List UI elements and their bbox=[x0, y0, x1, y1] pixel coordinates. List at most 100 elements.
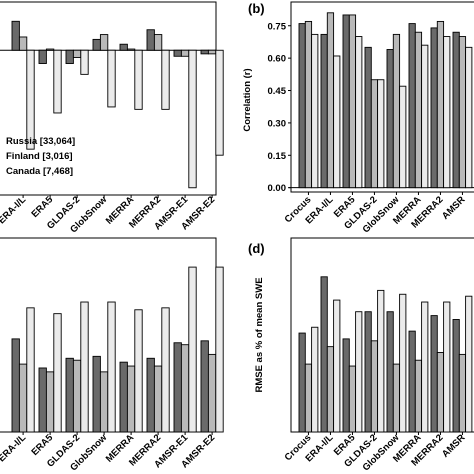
bar-canada-merra2 bbox=[443, 301, 451, 433]
panel-a-x-tick-labels: ERA-I/L ERA5GLDAS-2GlobSnowMERRAMERRA2AMS… bbox=[0, 194, 217, 235]
bar-finland-gldas-2 bbox=[370, 340, 379, 433]
bar-canada-era-i-l bbox=[333, 55, 341, 189]
legend-entry-finland: Finland [3,016] bbox=[6, 151, 73, 162]
y-tick-label-0-15: 0.15 bbox=[268, 151, 287, 162]
bar-finland-merra2 bbox=[436, 352, 445, 433]
bar-russia-gldas-2 bbox=[364, 46, 372, 189]
bar-finland-merra2 bbox=[153, 365, 163, 433]
bar-finland-amsr-e2 bbox=[207, 49, 217, 55]
bar-russia-era5 bbox=[342, 338, 350, 433]
bar-canada-amsr bbox=[465, 295, 473, 433]
bar-canada-merra bbox=[421, 44, 429, 189]
bar-finland-gldas-2 bbox=[72, 359, 82, 433]
panel-b-bars bbox=[289, 12, 474, 189]
bar-finland-amsr-e1 bbox=[180, 49, 190, 57]
bar-finland-era-i-l bbox=[326, 346, 335, 433]
bar-russia-amsr-e2 bbox=[200, 49, 209, 55]
bar-russia-gldas-2 bbox=[65, 49, 74, 64]
bar-finland-merra bbox=[414, 31, 423, 189]
bar-russia-era-i-l bbox=[11, 20, 20, 51]
legend-entry-russia: Russia [33,064] bbox=[6, 136, 75, 147]
bar-russia-merra bbox=[119, 43, 128, 51]
panel-c-rmse-chart: ERA-I/L ERA5GLDAS-2GlobSnowMERRAMERRA2AMS… bbox=[0, 237, 224, 473]
bar-finland-merra bbox=[126, 365, 136, 433]
bar-finland-globsnow bbox=[392, 363, 401, 433]
panel-c-x-tick-labels: ERA-I/L ERA5GLDAS-2GlobSnowMERRAMERRA2AMS… bbox=[0, 432, 217, 473]
bar-finland-amsr-e1 bbox=[180, 344, 190, 433]
x-tick-label-amsr: AMSR bbox=[440, 194, 468, 222]
bar-canada-amsr-e1 bbox=[188, 49, 197, 189]
panel-a-bias-chart: ERA-I/L ERA5GLDAS-2GlobSnowMERRAMERRA2AMS… bbox=[0, 1, 224, 235]
bar-finland-crocus bbox=[304, 20, 313, 189]
bar-russia-globsnow bbox=[386, 49, 394, 189]
panel-d-rmse-percent-chart: (d) RMSE as % of mean SWE CrocusERA-I/LE… bbox=[248, 237, 474, 473]
bar-finland-crocus bbox=[304, 363, 313, 433]
legend: Russia [33,064] Finland [3,016] Canada [… bbox=[6, 136, 75, 177]
y-tick-label-0-75: 0.75 bbox=[268, 21, 287, 32]
panel-d-bars bbox=[298, 276, 473, 433]
bar-canada-crocus bbox=[311, 326, 319, 433]
panel-b-correlation-chart: (b) Correlation (r) 0.00 0.15 0.30 0.45 0.60… bbox=[242, 1, 474, 235]
bar-canada-merra2 bbox=[161, 49, 170, 110]
bar-russia-gldas-2 bbox=[364, 311, 372, 433]
bar-canada-globsnow bbox=[107, 49, 116, 108]
bar-canada-gldas-2 bbox=[377, 79, 385, 189]
bar-finland-era5 bbox=[45, 371, 55, 433]
bar-finland-globsnow bbox=[99, 34, 109, 51]
bar-canada-merra2 bbox=[443, 36, 451, 189]
bar-finland-era-i-l bbox=[18, 36, 28, 51]
legend-entry-canada: Canada [7,468] bbox=[6, 166, 73, 177]
bar-finland-merra2 bbox=[153, 34, 163, 51]
bar-russia-globsnow bbox=[92, 355, 101, 433]
bar-finland-merra2 bbox=[436, 20, 445, 189]
bar-finland-era5 bbox=[45, 48, 55, 51]
bar-canada-amsr-e2 bbox=[215, 266, 224, 433]
bar-finland-amsr bbox=[458, 353, 467, 433]
bar-russia-globsnow bbox=[386, 311, 394, 433]
panel-b-label: (b) bbox=[248, 1, 265, 16]
bar-canada-merra bbox=[134, 49, 143, 110]
bar-finland-era5 bbox=[348, 14, 357, 189]
panel-d-y-axis-title: RMSE as % of mean SWE bbox=[254, 277, 265, 392]
panel-b-y-axis-title: Correlation (r) bbox=[242, 68, 253, 131]
bar-russia-era-i-l bbox=[320, 33, 328, 189]
bar-canada-era-i-l bbox=[26, 49, 35, 150]
bar-canada-era5 bbox=[355, 36, 363, 189]
bar-russia-amsr bbox=[452, 319, 460, 433]
bar-russia-merra2 bbox=[146, 29, 155, 51]
bar-canada-merra2 bbox=[161, 307, 170, 433]
bar-finland-amsr-e2 bbox=[207, 353, 217, 433]
panel-a-bars bbox=[0, 20, 224, 189]
x-tick-label-amsr: AMSR bbox=[440, 432, 468, 460]
bar-russia-era5 bbox=[38, 49, 47, 64]
y-tick-label-0-00: 0.00 bbox=[268, 183, 287, 194]
panel-c-bars bbox=[11, 266, 224, 433]
y-tick-label-0-45: 0.45 bbox=[268, 86, 287, 97]
bar-russia-merra bbox=[408, 330, 416, 433]
bar-russia-era-i-l bbox=[11, 338, 20, 433]
bar-russia-era5 bbox=[342, 14, 350, 189]
bar-finland-merra bbox=[414, 359, 423, 433]
bar-canada-era5 bbox=[53, 49, 62, 114]
bar-russia-amsr-e1 bbox=[173, 342, 182, 433]
bar-russia-merra2 bbox=[430, 315, 438, 433]
bar-russia-merra bbox=[408, 23, 416, 189]
bar-finland-globsnow bbox=[99, 371, 109, 433]
bar-canada-era-i-l bbox=[333, 299, 341, 433]
x-tick-label-era-i-l: ERA-I/L bbox=[0, 194, 28, 226]
bar-russia-merra2 bbox=[146, 357, 155, 433]
bar-finland-era-i-l bbox=[18, 363, 28, 433]
bar-finland-merra bbox=[126, 48, 136, 51]
bar-canada-globsnow bbox=[399, 293, 407, 433]
bar-finland-globsnow bbox=[392, 33, 401, 189]
bar-canada-era-i-l bbox=[26, 307, 35, 433]
bar-canada-merra bbox=[421, 301, 429, 433]
bar-russia-crocus bbox=[298, 332, 306, 433]
bar-canada-era5 bbox=[53, 313, 62, 433]
bar-finland-gldas-2 bbox=[72, 49, 82, 58]
bar-finland-amsr bbox=[458, 36, 467, 189]
bar-russia-merra bbox=[119, 361, 128, 433]
y-tick-label-0-60: 0.60 bbox=[268, 54, 287, 65]
panel-b-x-tick-labels: CrocusERA-I/LERA5GLDAS-2GlobSnowMERRAMER… bbox=[283, 192, 468, 235]
